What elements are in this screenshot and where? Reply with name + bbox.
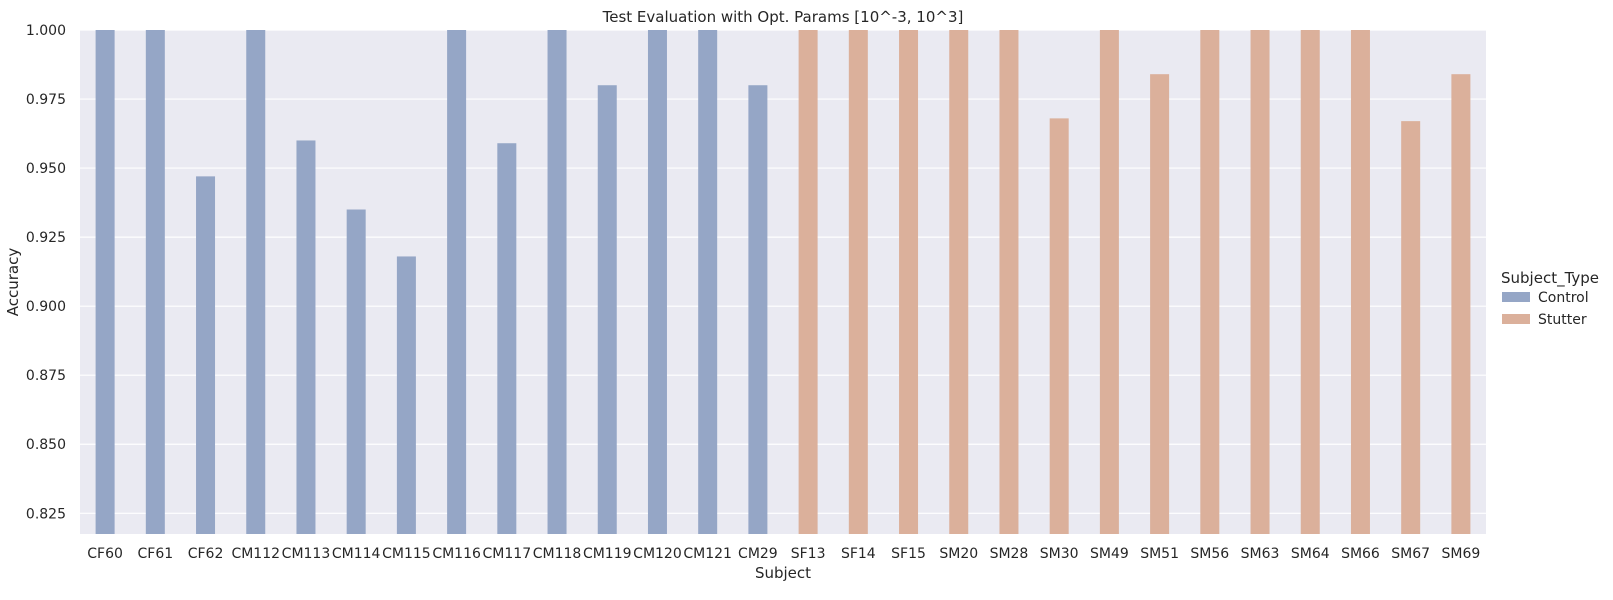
y-tick-label: 1.000 xyxy=(26,23,66,39)
x-tick-label: SM66 xyxy=(1341,546,1380,562)
legend-swatch-control xyxy=(1502,292,1530,302)
bar-stutter-sf15 xyxy=(899,30,919,534)
x-tick-label: SM56 xyxy=(1190,546,1229,562)
bar-stutter-sm63 xyxy=(1250,30,1270,534)
bar-control-cm121 xyxy=(698,30,718,534)
bar-control-cm114 xyxy=(346,209,366,535)
bar-stutter-sm66 xyxy=(1350,30,1370,534)
x-tick-label: CF60 xyxy=(87,546,123,562)
bar-stutter-sm67 xyxy=(1401,121,1421,534)
x-tick-label: SM30 xyxy=(1040,546,1079,562)
x-tick-label: SM49 xyxy=(1090,546,1129,562)
y-tick-label: 0.850 xyxy=(26,437,66,453)
x-tick-label: SM64 xyxy=(1291,546,1330,562)
bar-stutter-sm30 xyxy=(1049,118,1069,534)
bar-control-cm113 xyxy=(296,140,316,534)
x-tick-label: CM114 xyxy=(332,546,381,562)
bar-control-cf61 xyxy=(145,30,165,534)
x-tick-label: SM67 xyxy=(1391,546,1430,562)
bar-control-cm116 xyxy=(447,30,467,534)
x-tick-label: CM29 xyxy=(738,546,778,562)
bar-stutter-sm49 xyxy=(1099,30,1119,534)
x-tick-label: CM118 xyxy=(533,546,582,562)
bar-control-cm115 xyxy=(396,256,416,534)
x-tick-label: SM28 xyxy=(990,546,1029,562)
x-tick-label: CM113 xyxy=(282,546,331,562)
legend-label-control: Control xyxy=(1538,290,1589,306)
bar-control-cm119 xyxy=(597,85,617,534)
y-tick-label: 0.925 xyxy=(26,230,66,246)
bar-stutter-sf14 xyxy=(848,30,868,534)
x-tick-label: CM116 xyxy=(432,546,481,562)
y-tick-label: 0.950 xyxy=(26,161,66,177)
bar-control-cm112 xyxy=(246,30,266,534)
x-tick-label: CM117 xyxy=(483,546,532,562)
legend-swatch-stutter xyxy=(1502,314,1530,324)
bar-control-cm29 xyxy=(748,85,768,534)
y-axis-ticks: 0.825 0.850 0.875 0.900 0.925 0.950 0.975 1.000 xyxy=(26,23,66,522)
x-tick-label: SM69 xyxy=(1442,546,1481,562)
y-tick-label: 0.975 xyxy=(26,92,66,108)
bars xyxy=(95,30,1471,535)
x-tick-label: CM112 xyxy=(231,546,280,562)
x-tick-label: SF13 xyxy=(791,546,826,562)
x-tick-label: SF14 xyxy=(841,546,876,562)
chart-title: Test Evaluation with Opt. Params [10^-3,… xyxy=(602,8,964,26)
y-tick-label: 0.825 xyxy=(26,506,66,522)
bar-control-cm118 xyxy=(547,30,567,534)
y-axis-label: Accuracy xyxy=(4,248,22,317)
x-tick-label: SM20 xyxy=(939,546,978,562)
bar-control-cf62 xyxy=(196,176,216,534)
x-tick-label: CM119 xyxy=(583,546,632,562)
bar-stutter-sm69 xyxy=(1451,74,1471,534)
x-tick-label: SF15 xyxy=(891,546,926,562)
x-tick-label: SM51 xyxy=(1140,546,1179,562)
bar-stutter-sf13 xyxy=(798,30,818,534)
bar-stutter-sm20 xyxy=(949,30,969,534)
legend: Subject_Type Control Stutter xyxy=(1501,269,1599,328)
bar-stutter-sm64 xyxy=(1300,30,1320,534)
bar-control-cm120 xyxy=(647,30,667,534)
x-tick-label: CM115 xyxy=(382,546,431,562)
x-tick-label: CF62 xyxy=(188,546,224,562)
y-tick-label: 0.900 xyxy=(26,299,66,315)
legend-title: Subject_Type xyxy=(1501,269,1599,288)
bar-stutter-sm28 xyxy=(999,30,1019,534)
bar-stutter-sm51 xyxy=(1150,74,1170,534)
bar-control-cm117 xyxy=(497,143,517,534)
legend-label-stutter: Stutter xyxy=(1538,312,1587,328)
plot-background xyxy=(80,30,1486,534)
x-axis-label: Subject xyxy=(755,564,811,582)
x-axis-ticks: CF60 CF61 CF62 CM112 CM113 CM114 CM115 CM116 CM1… xyxy=(87,546,1480,562)
y-tick-label: 0.875 xyxy=(26,368,66,384)
bar-control-cf60 xyxy=(95,30,115,534)
legend-items: Control Stutter xyxy=(1502,290,1589,328)
bar-stutter-sm56 xyxy=(1200,30,1220,534)
x-tick-label: SM63 xyxy=(1241,546,1280,562)
x-tick-label: CM120 xyxy=(633,546,682,562)
x-tick-label: CM121 xyxy=(683,546,732,562)
x-tick-label: CF61 xyxy=(137,546,173,562)
